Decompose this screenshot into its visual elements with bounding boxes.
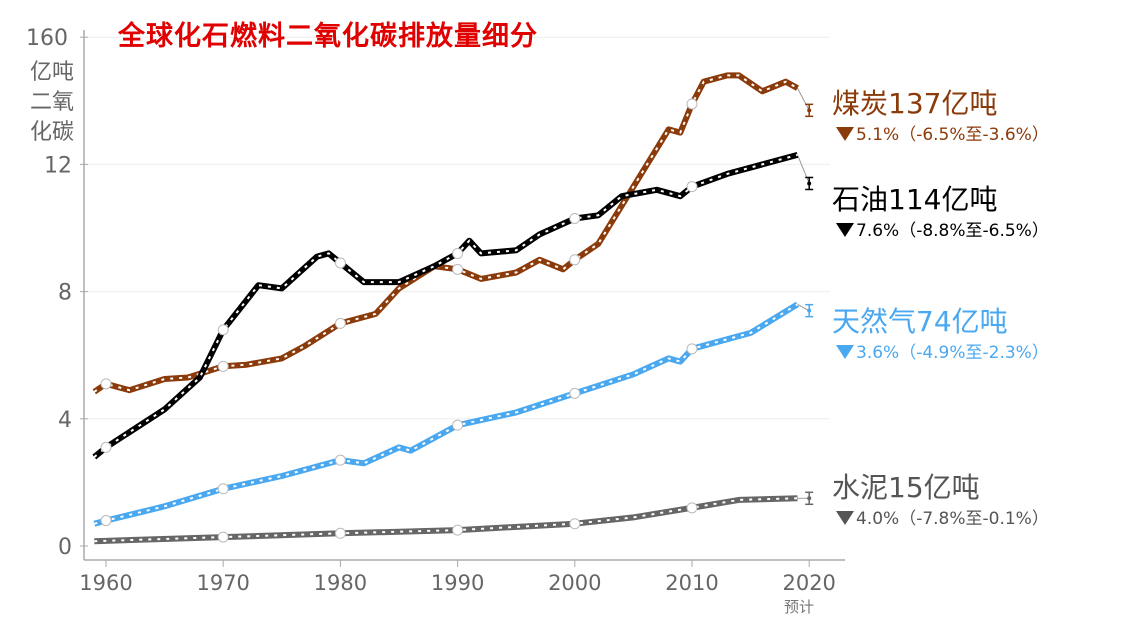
data-point: [452, 419, 464, 431]
down-triangle-icon: [836, 127, 854, 141]
projection-line: [797, 303, 810, 312]
data-point: [100, 515, 112, 527]
y-axis-label-line: 二氧: [29, 90, 74, 115]
data-point: [686, 502, 698, 514]
data-point: [452, 263, 464, 275]
projection-point: [807, 108, 812, 113]
y-tick-label: 0: [58, 535, 72, 560]
gas-change: 3.6%（-4.9%至-2.3%）: [836, 338, 1049, 363]
oil-label: 石油114亿吨: [832, 183, 998, 216]
data-point: [569, 518, 581, 530]
data-point: [217, 324, 229, 336]
projection-label: 预计: [784, 598, 815, 616]
x-tick-label: 2020: [782, 571, 835, 595]
down-triangle-icon: [836, 511, 854, 525]
coal-change: 5.1%（-6.5%至-3.6%）: [836, 120, 1049, 145]
data-point: [452, 524, 464, 536]
data-point: [334, 317, 346, 329]
cement-change: 4.0%（-7.8%至-0.1%）: [836, 504, 1049, 529]
projection-point: [807, 496, 812, 501]
coal-label: 煤炭137亿吨: [832, 87, 998, 120]
data-point: [217, 360, 229, 372]
x-tick-label: 1980: [314, 571, 367, 595]
gas-label: 天然气74亿吨: [832, 305, 1008, 338]
data-point: [686, 181, 698, 193]
projection-point: [807, 181, 812, 186]
chart-title: 全球化石燃料二氧化碳排放量细分: [118, 21, 538, 52]
series-line-pattern: [94, 303, 799, 525]
data-point: [100, 441, 112, 453]
coal-change-text: 5.1%（-6.5%至-3.6%）: [856, 125, 1049, 145]
data-point: [217, 531, 229, 543]
x-tick-label: 2010: [665, 571, 718, 595]
x-tick-label: 2000: [548, 571, 601, 595]
data-point: [334, 454, 346, 466]
cement-label: 水泥15亿吨: [832, 471, 980, 504]
data-point: [569, 254, 581, 266]
data-point: [334, 527, 346, 539]
down-triangle-icon: [836, 345, 854, 359]
x-tick-label: 1990: [431, 571, 484, 595]
y-axis-label: 亿吨 二氧 化碳: [14, 58, 74, 148]
projection-line: [797, 154, 810, 184]
data-point: [686, 98, 698, 110]
data-point: [217, 483, 229, 495]
oil-change: 7.6%（-8.8%至-6.5%）: [836, 216, 1049, 241]
gas-change-text: 3.6%（-4.9%至-2.3%）: [856, 343, 1049, 363]
series-line-pattern: [94, 497, 798, 543]
y-tick-label: 4: [58, 408, 72, 433]
projection-point: [807, 308, 812, 313]
oil-change-text: 7.6%（-8.8%至-6.5%）: [856, 221, 1049, 241]
y-tick-label: 8: [58, 281, 72, 306]
y-tick-label: 12: [44, 153, 72, 178]
series-line-pattern: [93, 153, 798, 458]
series-line-pattern: [93, 74, 798, 393]
x-tick-label: 1970: [196, 571, 249, 595]
data-point: [686, 343, 698, 355]
down-triangle-icon: [836, 223, 854, 237]
data-point: [569, 212, 581, 224]
y-axis-label-line: 化碳: [29, 120, 74, 145]
y-axis-label-line: 亿吨: [29, 60, 74, 85]
data-point: [452, 247, 464, 259]
series-line: [93, 301, 800, 527]
series-line: [92, 152, 799, 460]
projection-line: [797, 87, 810, 111]
data-point: [100, 378, 112, 390]
cement-change-text: 4.0%（-7.8%至-0.1%）: [856, 509, 1049, 529]
data-point: [334, 257, 346, 269]
y-tick-label: 160: [26, 26, 68, 51]
x-tick-label: 1960: [79, 571, 132, 595]
data-point: [569, 387, 581, 399]
